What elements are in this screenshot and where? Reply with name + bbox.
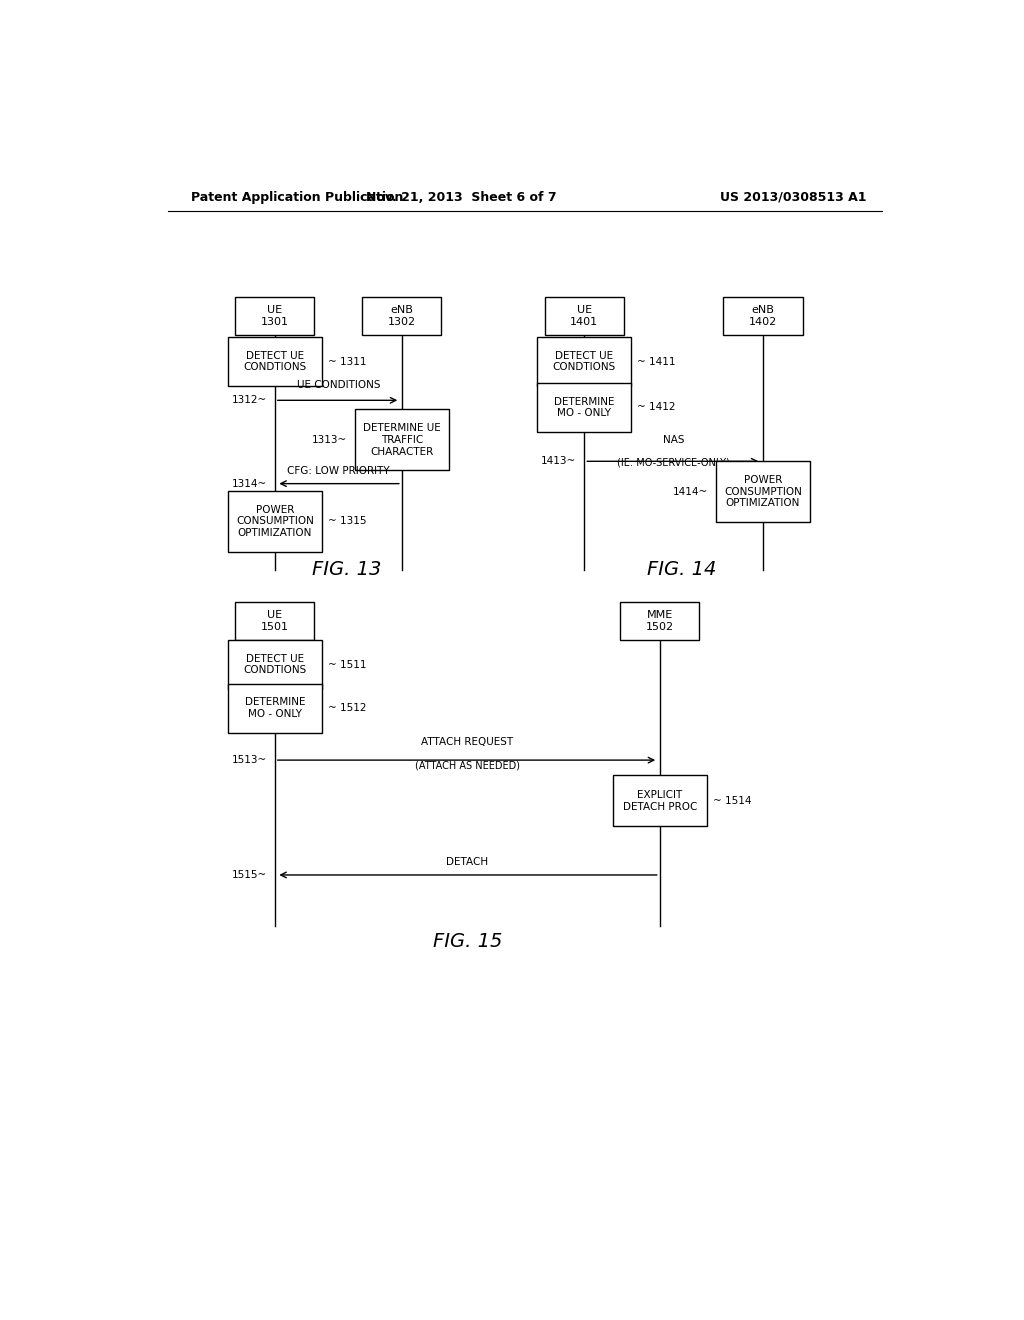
Text: POWER
CONSUMPTION
OPTIMIZATION: POWER CONSUMPTION OPTIMIZATION [724, 475, 802, 508]
FancyBboxPatch shape [228, 684, 322, 733]
FancyBboxPatch shape [545, 297, 624, 335]
Text: DETECT UE
CONDTIONS: DETECT UE CONDTIONS [553, 351, 616, 372]
Text: (ATTACH AS NEEDED): (ATTACH AS NEEDED) [415, 760, 520, 770]
Text: eNB
1402: eNB 1402 [749, 305, 777, 327]
Text: UE
1401: UE 1401 [570, 305, 598, 327]
Text: 1313~: 1313~ [311, 436, 347, 445]
Text: FIG. 15: FIG. 15 [432, 932, 502, 950]
Text: ~ 1514: ~ 1514 [713, 796, 752, 805]
Text: (IE: MO-SERVICE-ONLY): (IE: MO-SERVICE-ONLY) [617, 457, 730, 467]
Text: ~ 1511: ~ 1511 [328, 660, 367, 669]
Text: 1515~: 1515~ [231, 870, 267, 880]
Text: eNB
1302: eNB 1302 [388, 305, 416, 327]
FancyBboxPatch shape [228, 640, 322, 689]
Text: DETERMINE UE
TRAFFIC
CHARACTER: DETERMINE UE TRAFFIC CHARACTER [362, 424, 440, 457]
Text: UE
1501: UE 1501 [261, 610, 289, 632]
FancyBboxPatch shape [362, 297, 441, 335]
FancyBboxPatch shape [355, 409, 449, 470]
FancyBboxPatch shape [228, 491, 322, 552]
Text: Nov. 21, 2013  Sheet 6 of 7: Nov. 21, 2013 Sheet 6 of 7 [366, 190, 557, 203]
Text: 1312~: 1312~ [231, 395, 267, 405]
Text: EXPLICIT
DETACH PROC: EXPLICIT DETACH PROC [623, 789, 697, 812]
Text: POWER
CONSUMPTION
OPTIMIZATION: POWER CONSUMPTION OPTIMIZATION [236, 504, 313, 537]
FancyBboxPatch shape [538, 383, 631, 432]
FancyBboxPatch shape [620, 602, 699, 640]
Text: DETECT UE
CONDTIONS: DETECT UE CONDTIONS [243, 653, 306, 676]
Text: ATTACH REQUEST: ATTACH REQUEST [421, 737, 513, 747]
Text: DETERMINE
MO - ONLY: DETERMINE MO - ONLY [554, 396, 614, 418]
Text: ~ 1315: ~ 1315 [328, 516, 367, 527]
Text: DETACH: DETACH [446, 857, 488, 867]
Text: ~ 1412: ~ 1412 [638, 403, 676, 412]
Text: Patent Application Publication: Patent Application Publication [191, 190, 403, 203]
FancyBboxPatch shape [228, 338, 322, 385]
FancyBboxPatch shape [236, 602, 314, 640]
FancyBboxPatch shape [716, 461, 810, 523]
Text: ~ 1311: ~ 1311 [328, 356, 367, 367]
Text: 1314~: 1314~ [231, 479, 267, 488]
FancyBboxPatch shape [723, 297, 803, 335]
Text: CFG: LOW PRIORITY: CFG: LOW PRIORITY [287, 466, 389, 475]
Text: FIG. 14: FIG. 14 [647, 560, 716, 578]
FancyBboxPatch shape [613, 775, 707, 826]
Text: DETERMINE
MO - ONLY: DETERMINE MO - ONLY [245, 697, 305, 719]
Text: 1413~: 1413~ [541, 457, 577, 466]
Text: 1414~: 1414~ [673, 487, 709, 496]
Text: NAS: NAS [663, 436, 684, 445]
Text: UE
1301: UE 1301 [261, 305, 289, 327]
Text: DETECT UE
CONDTIONS: DETECT UE CONDTIONS [243, 351, 306, 372]
FancyBboxPatch shape [538, 338, 631, 385]
Text: FIG. 13: FIG. 13 [311, 560, 381, 578]
Text: US 2013/0308513 A1: US 2013/0308513 A1 [720, 190, 866, 203]
Text: 1513~: 1513~ [231, 755, 267, 766]
Text: MME
1502: MME 1502 [646, 610, 674, 632]
Text: UE CONDITIONS: UE CONDITIONS [297, 380, 380, 391]
Text: ~ 1411: ~ 1411 [638, 356, 676, 367]
Text: ~ 1512: ~ 1512 [328, 704, 367, 713]
FancyBboxPatch shape [236, 297, 314, 335]
